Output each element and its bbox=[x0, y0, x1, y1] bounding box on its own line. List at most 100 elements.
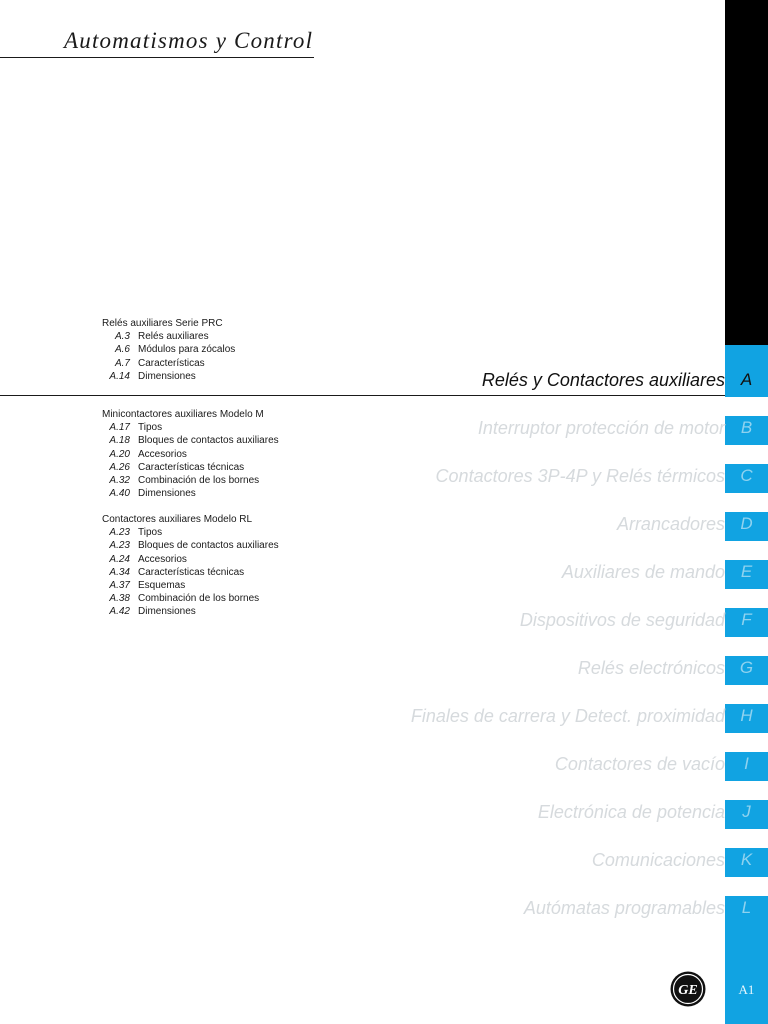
tab-separator bbox=[725, 877, 768, 896]
title-underline bbox=[0, 57, 314, 58]
toc-entry-label: Accesorios bbox=[138, 553, 187, 565]
section-letter: K bbox=[740, 850, 753, 869]
toc-page-ref: A.26 bbox=[109, 461, 130, 473]
toc-entry-label: Módulos para zócalos bbox=[138, 344, 236, 356]
toc-entry-label: Esquemas bbox=[138, 580, 186, 592]
toc-entry[interactable]: A.14 Dimensiones bbox=[102, 370, 235, 383]
section-letter: C bbox=[740, 466, 753, 485]
toc-entry[interactable]: A.42 Dimensiones bbox=[102, 605, 279, 618]
toc-group-title: Minicontactores auxiliares Modelo M bbox=[102, 409, 264, 420]
toc-entry[interactable]: A.18 Bloques de contactos auxiliares bbox=[102, 434, 279, 447]
toc-entry-label: Tipos bbox=[138, 422, 163, 434]
tab-separator bbox=[725, 493, 768, 512]
section-letter: J bbox=[742, 802, 751, 821]
section-letter: D bbox=[740, 514, 753, 533]
tab-separator bbox=[725, 637, 768, 656]
toc-entry-label: Dimensiones bbox=[138, 370, 196, 382]
toc-entry-label: Bloques de contactos auxiliares bbox=[138, 540, 279, 552]
document-title: Automatismos y Control bbox=[64, 28, 314, 53]
section-letter: I bbox=[744, 754, 749, 773]
section-name: Contactores 3P-4P y Relés térmicos bbox=[435, 466, 725, 486]
toc-entry-label: Dimensiones bbox=[138, 488, 196, 500]
toc-entry-label: Relés auxiliares bbox=[138, 331, 209, 343]
tab-separator bbox=[725, 685, 768, 704]
toc-page-ref: A.17 bbox=[109, 422, 130, 434]
side-bar-top bbox=[725, 0, 768, 345]
toc-entry[interactable]: A.23 Tipos bbox=[102, 526, 279, 539]
toc-page-ref: A.23 bbox=[109, 540, 130, 552]
toc-page-ref: A.38 bbox=[109, 593, 130, 605]
section-tab-i[interactable]: Contactores de vacío I bbox=[0, 742, 768, 790]
tab-separator bbox=[725, 781, 768, 800]
toc-page-ref: A.32 bbox=[109, 475, 130, 487]
toc-entry[interactable]: A.20 Accesorios bbox=[102, 448, 279, 461]
tab-separator bbox=[725, 541, 768, 560]
toc-entry[interactable]: A.24 Accesorios bbox=[102, 553, 279, 566]
tab-separator bbox=[725, 445, 768, 464]
toc-page-ref: A.3 bbox=[114, 331, 130, 343]
toc-page-ref: A.23 bbox=[109, 527, 130, 539]
toc-page-ref: A.40 bbox=[109, 488, 130, 500]
section-letter: G bbox=[739, 658, 754, 677]
toc-entry-label: Bloques de contactos auxiliares bbox=[138, 435, 279, 447]
toc-page-ref: A.6 bbox=[114, 344, 130, 356]
section-name: Contactores de vacío bbox=[554, 754, 725, 774]
section-letter: E bbox=[740, 562, 753, 581]
toc-group: Contactores auxiliares Modelo RL A.23 Tipo… bbox=[102, 513, 279, 619]
toc-entry[interactable]: A.37 Esquemas bbox=[102, 579, 279, 592]
toc-entry[interactable]: A.23 Bloques de contactos auxiliares bbox=[102, 539, 279, 552]
toc-page-ref: A.18 bbox=[109, 435, 130, 447]
section-name: Autómatas programables bbox=[523, 898, 725, 918]
section-tab-c[interactable]: Contactores 3P-4P y Relés térmicos C bbox=[0, 454, 768, 502]
toc-page-ref: A.34 bbox=[109, 566, 130, 578]
toc-entry-label: Accesorios bbox=[138, 448, 187, 460]
section-tab-e[interactable]: Auxiliares de mando E bbox=[0, 550, 768, 598]
toc-entry[interactable]: A.7 Características bbox=[102, 357, 235, 370]
page-number: A1 bbox=[738, 982, 755, 997]
section-letter: F bbox=[741, 610, 752, 629]
section-tab-k[interactable]: Comunicaciones K bbox=[0, 838, 768, 886]
toc-entry[interactable]: A.3 Relés auxiliares bbox=[102, 330, 235, 343]
toc-group: Relés auxiliares Serie PRC A.3 Relés auxil… bbox=[102, 317, 235, 383]
section-tab-j[interactable]: Electrónica de potencia J bbox=[0, 790, 768, 838]
section-tab-g[interactable]: Relés electrónicos G bbox=[0, 646, 768, 694]
section-name: Electrónica de potencia bbox=[537, 802, 725, 822]
section-tab-f[interactable]: Dispositivos de seguridad F bbox=[0, 598, 768, 646]
toc-entry[interactable]: A.34 Características técnicas bbox=[102, 566, 279, 579]
toc-group: Minicontactores auxiliares Modelo M A.17 T… bbox=[102, 408, 279, 500]
toc-entry[interactable]: A.6 Módulos para zócalos bbox=[102, 343, 235, 356]
toc-entry[interactable]: A.40 Dimensiones bbox=[102, 487, 279, 500]
section-letter: B bbox=[740, 418, 753, 437]
toc-page-ref: A.14 bbox=[109, 370, 130, 382]
section-name: Auxiliares de mando bbox=[561, 562, 725, 582]
section-tab-a[interactable]: Relés y Contactores auxiliares A bbox=[0, 358, 768, 406]
section-letter: H bbox=[740, 706, 753, 725]
toc-entry[interactable]: A.26 Características técnicas bbox=[102, 461, 279, 474]
section-name: Finales de carrera y Detect. proximidad bbox=[410, 706, 725, 726]
section-name: Comunicaciones bbox=[591, 850, 725, 870]
section-name: Interruptor protección de motor bbox=[477, 418, 725, 438]
section-letter: A bbox=[740, 370, 753, 389]
section-letter: L bbox=[741, 898, 752, 917]
section-name: Relés y Contactores auxiliares bbox=[481, 370, 725, 390]
toc-entry[interactable]: A.17 Tipos bbox=[102, 421, 279, 434]
section-tab-l[interactable]: Autómatas programables L bbox=[0, 886, 768, 934]
tab-separator bbox=[725, 397, 768, 416]
toc-group-title: Contactores auxiliares Modelo RL bbox=[102, 514, 253, 525]
toc-entry-label: Características técnicas bbox=[138, 566, 245, 578]
toc-page-ref: A.24 bbox=[109, 553, 130, 565]
section-tab-d[interactable]: Arrancadores D bbox=[0, 502, 768, 550]
toc-entry[interactable]: A.38 Combinación de los bornes bbox=[102, 592, 279, 605]
section-tab-b[interactable]: Interruptor protección de motor B bbox=[0, 406, 768, 454]
section-name: Relés electrónicos bbox=[577, 658, 725, 678]
ge-logo-icon: GE bbox=[670, 971, 706, 1007]
toc-entry[interactable]: A.32 Combinación de los bornes bbox=[102, 474, 279, 487]
tab-separator bbox=[725, 829, 768, 848]
section-name: Arrancadores bbox=[616, 514, 725, 534]
svg-text:GE: GE bbox=[678, 983, 697, 998]
toc-page-ref: A.7 bbox=[114, 357, 130, 369]
toc-entry-label: Características bbox=[138, 357, 205, 369]
section-tab-h[interactable]: Finales de carrera y Detect. proximidad H bbox=[0, 694, 768, 742]
toc-entry-label: Combinación de los bornes bbox=[138, 593, 260, 605]
toc-page-ref: A.42 bbox=[109, 606, 130, 618]
